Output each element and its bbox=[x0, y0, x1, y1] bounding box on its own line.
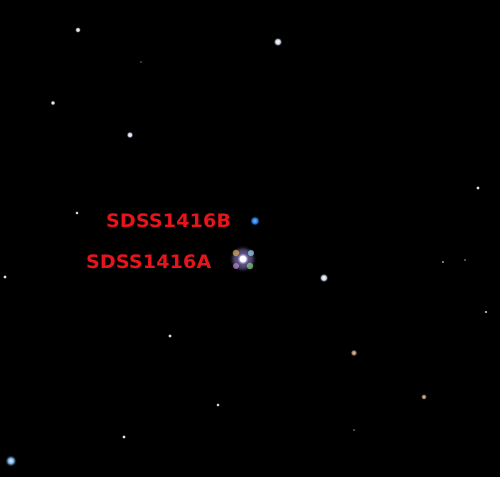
field-star bbox=[464, 259, 466, 261]
label-sdss1416a: SDSS1416A bbox=[86, 251, 212, 273]
field-star bbox=[319, 273, 329, 283]
field-stars bbox=[3, 27, 488, 467]
field-star bbox=[126, 131, 134, 139]
field-star bbox=[350, 349, 358, 357]
field-star bbox=[353, 429, 355, 431]
sdss1416a-object bbox=[229, 245, 257, 273]
field-star bbox=[140, 61, 142, 63]
label-sdss1416b: SDSS1416B bbox=[106, 210, 232, 232]
field-star bbox=[3, 275, 7, 279]
field-star bbox=[168, 334, 172, 338]
sdss1416b-object bbox=[250, 216, 260, 226]
field-star bbox=[122, 435, 126, 439]
field-star bbox=[476, 186, 480, 190]
field-star bbox=[75, 27, 81, 33]
field-star bbox=[273, 37, 283, 47]
field-star bbox=[5, 455, 17, 467]
field-star bbox=[75, 211, 79, 215]
field-star bbox=[50, 100, 56, 106]
field-star bbox=[216, 403, 220, 407]
field-star bbox=[421, 394, 427, 400]
field-star bbox=[484, 310, 488, 314]
field-star bbox=[441, 260, 445, 264]
